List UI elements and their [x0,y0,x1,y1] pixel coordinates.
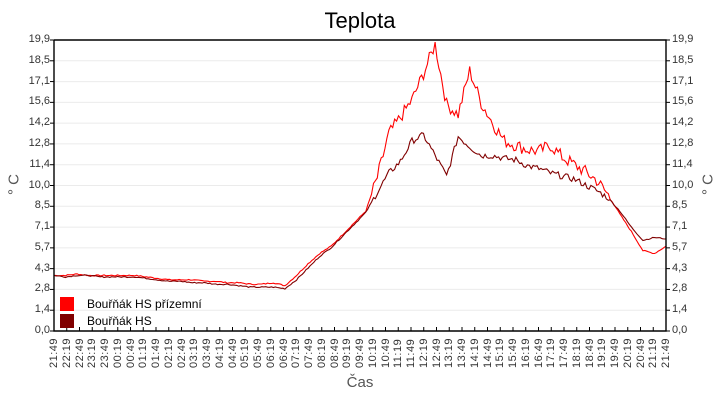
x-tick-label: 00:19 [111,337,124,368]
legend-item-series-1: Bouřňák HS přízemní [60,295,202,312]
y-tick-label-right: 7,1 [672,220,688,233]
x-tick-label: 22:49 [73,337,86,368]
x-tick-label: 11:49 [405,338,417,368]
x-tick-label: 08:19 [315,337,328,368]
x-tick-label: 02:19 [162,337,175,368]
y-tick-label: 2,8 [34,282,50,295]
legend-swatch-dark-red [60,313,74,328]
y-tick-label-right: 11,4 [672,157,693,170]
x-tick-label: 23:19 [86,337,99,368]
series-line-1 [54,42,667,287]
y-tick-label-right: 17,1 [672,74,694,87]
x-tick-label: 18:49 [583,337,596,368]
legend-label: Bouřňák HS [87,313,152,328]
legend-item-series-2: Bouřňák HS [60,312,202,329]
y-tick-label-right: 5,7 [672,240,688,253]
y-tick-label-right: 14,2 [672,116,694,129]
x-tick-label: 05:19 [239,337,252,368]
y-tick-label-right: 19,9 [672,33,694,45]
x-tick-label: 10:19 [366,337,379,368]
y-tick-label: 0,0 [34,324,50,336]
series-line-2 [53,132,667,290]
y-tick-label-right: 2,8 [672,282,688,295]
x-tick-label: 06:49 [277,337,290,368]
x-tick-label: 19:19 [596,337,609,368]
y-tick-label-right: 15,6 [672,95,694,108]
y-tick-label: 11,4 [29,157,50,170]
y-tick-label: 15,6 [28,95,50,108]
legend-label: Bouřňák HS přízemní [87,296,202,311]
x-tick-label: 02:49 [175,337,188,368]
x-tick-label: 13:49 [456,337,468,368]
x-tick-label: 10:49 [379,337,392,368]
x-tick-label: 19:49 [609,337,621,368]
y-tick-label: 10,0 [28,178,50,191]
x-tick-label: 14:49 [481,337,494,368]
x-tick-label: 17:19 [545,337,558,368]
y-axis-title-left: ° C [5,174,23,195]
y-tick-label: 1,4 [34,303,50,316]
x-tick-label: 15:49 [507,337,519,368]
y-tick-label-right: 0,0 [672,324,688,336]
x-tick-label: 20:19 [621,337,634,368]
x-tick-label: 22:19 [60,337,73,368]
x-tick-label: 18:19 [570,337,583,368]
y-axis-title-right: ° C [699,174,717,195]
x-tick-label: 11:19 [392,338,405,368]
x-tick-label: 04:19 [213,337,226,368]
x-tick-label: 16:19 [519,337,532,368]
y-tick-label: 4,3 [34,261,50,274]
x-tick-label: 13:19 [443,337,456,368]
y-tick-label: 8,5 [34,199,50,212]
y-tick-label-right: 10,0 [672,178,694,191]
x-tick-label: 21:19 [647,337,660,368]
x-tick-label: 09:19 [341,337,354,368]
x-tick-label: 05:49 [252,337,264,368]
x-tick-label: 07:49 [303,337,315,368]
y-tick-label-right: 18,5 [672,53,694,66]
y-tick-label-right: 1,4 [672,303,688,316]
x-tick-label: 04:49 [226,337,239,368]
x-tick-label: 01:19 [137,337,150,368]
chart-title: Teplota [324,8,396,33]
y-tick-label: 14,2 [28,116,50,129]
x-tick-label: 08:49 [328,337,341,368]
y-tick-label-right: 12,8 [672,136,694,149]
legend-swatch-red [60,296,74,311]
x-tick-label: 20:49 [634,337,647,368]
x-tick-label: 12:49 [430,337,443,368]
y-tick-label: 5,7 [34,240,50,253]
x-tick-label: 21:49 [48,337,60,368]
legend: Bouřňák HS přízemní Bouřňák HS [60,295,202,329]
y-tick-label-right: 8,5 [672,199,688,212]
x-tick-label: 14:19 [468,337,481,368]
y-tick-label: 17,1 [28,74,50,87]
x-tick-label: 03:49 [201,337,213,368]
x-tick-label: 03:19 [188,337,201,368]
x-tick-label: 07:19 [290,337,303,368]
x-tick-label: 01:49 [150,337,162,368]
y-tick-label: 18,5 [28,53,50,66]
y-tick-label: 19,9 [28,33,50,45]
x-axis-title: Čas [346,374,374,391]
y-tick-label: 12,8 [28,136,50,149]
x-tick-label: 00:49 [124,337,137,368]
x-tick-label: 21:49 [660,337,672,368]
x-tick-label: 06:19 [264,337,277,368]
x-tick-label: 09:49 [354,337,366,368]
y-tick-label-right: 4,3 [672,261,688,274]
x-tick-label: 15:19 [494,337,507,368]
x-tick-label: 12:19 [417,337,430,368]
x-tick-label: 16:49 [532,337,545,368]
x-tick-label: 17:49 [558,337,570,368]
x-tick-label: 23:49 [99,337,111,368]
y-tick-label: 7,1 [34,220,50,233]
